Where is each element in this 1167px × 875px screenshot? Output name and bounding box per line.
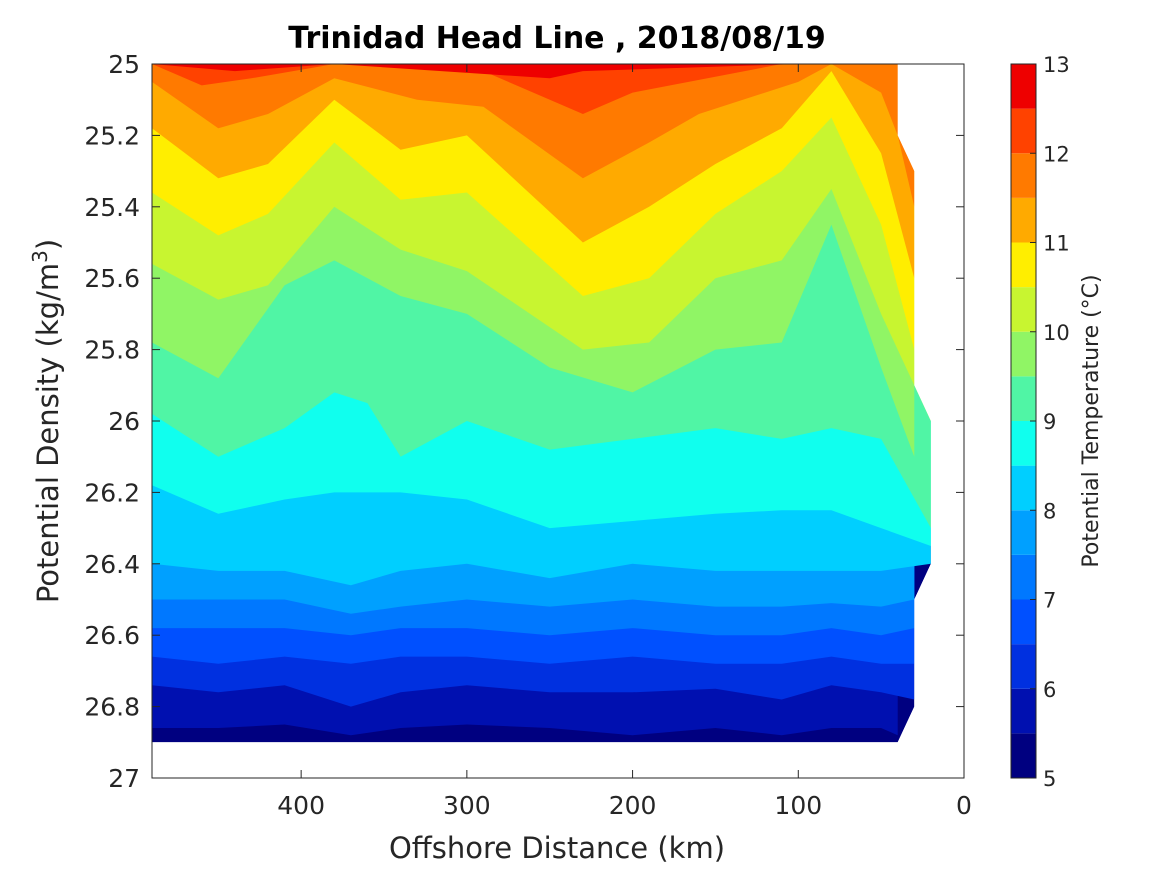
x-tick-label: 100 — [774, 791, 822, 820]
y-tick-label: 25.2 — [84, 121, 140, 150]
y-axis-label: Potential Density (kg/m3) — [28, 239, 65, 603]
colorbar-swatch — [1011, 287, 1036, 332]
colorbar-tick-label: 8 — [1043, 499, 1056, 523]
y-tick-label: 25.6 — [84, 264, 140, 293]
colorbar-swatch — [1011, 197, 1036, 243]
x-axis-label: Offshore Distance (km) — [389, 831, 725, 865]
colorbar-tick-label: 5 — [1043, 767, 1056, 791]
colorbar-swatch — [1011, 644, 1036, 689]
colorbar-swatch — [1011, 331, 1036, 377]
colorbar-swatch — [1011, 153, 1036, 198]
y-tick-label: 26.6 — [84, 621, 140, 650]
colorbar-tick-label: 7 — [1043, 589, 1056, 613]
y-tick-label: 27 — [108, 764, 140, 793]
colorbar: 5 6 7 8 9 10 11 12 13 — [1010, 53, 1070, 791]
x-tick-label: 400 — [277, 791, 325, 820]
contour-band-11 — [152, 64, 915, 279]
y-tick-label: 25.4 — [84, 193, 140, 222]
colorbar-tick-label: 11 — [1043, 232, 1070, 256]
chart-title: Trinidad Head Line , 2018/08/19 — [288, 21, 825, 56]
colorbar-swatch — [1011, 64, 1036, 109]
y-tick-label: 26.8 — [84, 693, 140, 722]
colorbar-swatch — [1011, 554, 1036, 600]
colorbar-swatch — [1011, 688, 1036, 734]
x-tick-label: 0 — [956, 791, 972, 820]
colorbar-swatch — [1011, 108, 1036, 154]
contour-band-11.5 — [152, 64, 915, 207]
x-axis: 400 300 200 100 0 — [277, 64, 972, 820]
y-tick-label: 25 — [108, 50, 140, 79]
colorbar-swatch — [1011, 421, 1036, 466]
y-tick-label: 26 — [108, 407, 140, 436]
colorbar-tick-label: 10 — [1043, 321, 1070, 345]
colorbar-swatch — [1011, 599, 1036, 645]
y-axis-label-main: Potential Density (kg/m — [31, 263, 65, 603]
colorbar-tick-label: 13 — [1043, 53, 1070, 77]
colorbar-tick-label: 12 — [1043, 142, 1070, 166]
y-tick-label: 26.4 — [84, 550, 140, 579]
y-axis: 25 25.2 25.4 25.6 25.8 26 26.2 26.4 26.6 26.8 27 — [84, 50, 964, 793]
y-axis-label-end: ) — [31, 239, 65, 250]
colorbar-swatch — [1011, 242, 1036, 288]
x-tick-label: 200 — [609, 791, 657, 820]
colorbar-tick-label: 9 — [1043, 410, 1056, 434]
colorbar-swatch — [1011, 465, 1036, 511]
colorbar-label: Potential Temperature (°C) — [1079, 274, 1104, 567]
y-tick-label: 26.2 — [84, 478, 140, 507]
colorbar-tick-label: 6 — [1043, 678, 1056, 702]
colorbar-swatch — [1011, 376, 1036, 421]
contour-band-12 — [152, 64, 865, 114]
colorbar-swatch — [1011, 510, 1036, 555]
x-tick-label: 300 — [443, 791, 491, 820]
colorbar-swatch — [1011, 733, 1036, 778]
y-tick-label: 25.8 — [84, 336, 140, 365]
contour-fill-layer — [152, 64, 964, 778]
y-axis-label-superscript: 3 — [28, 250, 52, 263]
contour-band-12.5 — [152, 64, 799, 79]
